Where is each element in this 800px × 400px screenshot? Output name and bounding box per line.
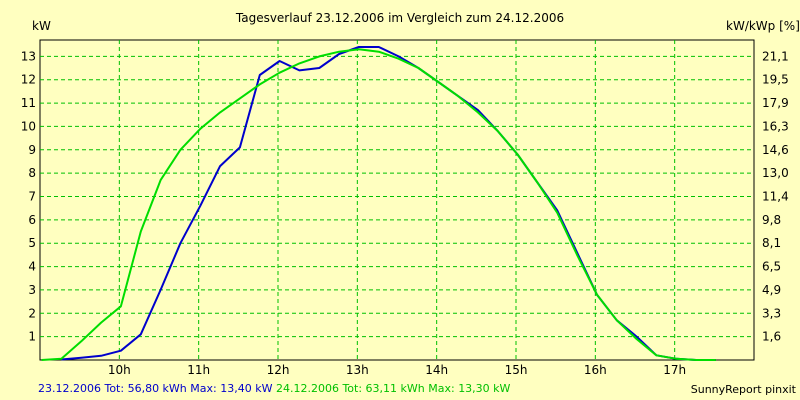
y-tick-label-left-4: 5 (28, 236, 36, 250)
y-tick-label-right-6: 11,4 (762, 189, 789, 203)
y-tick-label-right-11: 19,5 (762, 73, 789, 87)
series-2-summary: 24.12.2006 Tot: 63,11 kWh Max: 13,30 kW (275, 382, 511, 395)
y-tick-label-right-1: 3,3 (762, 306, 781, 320)
y-tick-label-right-8: 14,6 (762, 143, 789, 157)
x-tick-label-0: 10h (108, 363, 131, 377)
grid (40, 40, 754, 360)
y-axis-label-left: kW (32, 19, 51, 33)
y-tick-label-right-5: 9,8 (762, 213, 781, 227)
x-tick-label-1: 11h (187, 363, 210, 377)
x-tick-label-3: 13h (346, 363, 369, 377)
y-tick-label-right-12: 21,1 (762, 49, 789, 63)
y-axis-label-right: kW/kWp [%] (726, 19, 800, 33)
y-tick-label-left-7: 8 (28, 166, 36, 180)
credit-text: SunnyReport pinxit (690, 383, 796, 396)
y-tick-label-left-10: 11 (21, 96, 36, 110)
y-tick-label-left-8: 9 (28, 143, 36, 157)
series-line-2 (41, 48, 716, 361)
y-tick-label-right-0: 1,6 (762, 330, 781, 344)
y-tick-label-left-0: 1 (28, 330, 36, 344)
y-tick-label-right-2: 4,9 (762, 283, 781, 297)
chart-title: Tagesverlauf 23.12.2006 im Vergleich zum… (235, 11, 564, 25)
y-tick-label-left-2: 3 (28, 283, 36, 297)
y-tick-label-left-9: 10 (21, 119, 36, 133)
y-tick-label-left-3: 4 (28, 260, 36, 274)
y-tick-label-right-4: 8,1 (762, 236, 781, 250)
y-tick-label-right-10: 17,9 (762, 96, 789, 110)
series-lines (41, 46, 716, 361)
y-tick-label-left-5: 6 (28, 213, 36, 227)
x-tick-label-2: 12h (267, 363, 290, 377)
plot-area (39, 39, 755, 361)
y-tick-label-left-1: 2 (28, 306, 36, 320)
series-1-summary: 23.12.2006 Tot: 56,80 kWh Max: 13,40 kW (38, 382, 273, 395)
x-tick-label-4: 14h (425, 363, 448, 377)
y-tick-label-left-12: 13 (21, 49, 36, 63)
y-tick-label-left-11: 12 (21, 73, 36, 87)
x-tick-label-6: 16h (584, 363, 607, 377)
x-tick-label-5: 15h (505, 363, 528, 377)
y-tick-label-right-3: 6,5 (762, 260, 781, 274)
chart-footer: 23.12.2006 Tot: 56,80 kWh Max: 13,40 kW … (38, 382, 510, 395)
axis-ticks: 10h 11h 12h 13h 14h 15h 16h 17h1234567891011121… (21, 49, 789, 377)
y-tick-label-right-9: 16,3 (762, 119, 789, 133)
y-tick-label-left-6: 7 (28, 189, 36, 203)
x-tick-label-7: 17h (663, 363, 686, 377)
y-tick-label-right-7: 13,0 (762, 166, 789, 180)
